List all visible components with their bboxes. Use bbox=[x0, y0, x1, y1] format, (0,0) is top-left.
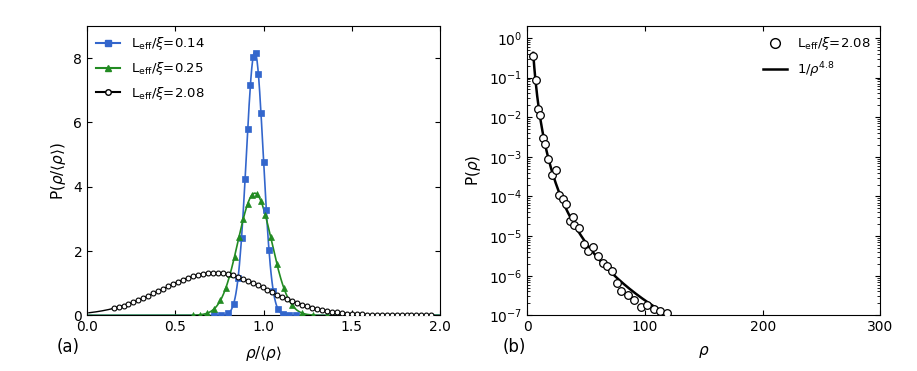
Legend: L$_{\mathregular{eff}}$/$\xi$=0.14, L$_{\mathregular{eff}}$/$\xi$=0.25, L$_{\mat: L$_{\mathregular{eff}}$/$\xi$=0.14, L$_{… bbox=[91, 30, 210, 107]
Legend: L$_{\mathregular{eff}}$/$\xi$=2.08, 1/$\rho^{4.8}$: L$_{\mathregular{eff}}$/$\xi$=2.08, 1/$\… bbox=[757, 30, 877, 85]
Y-axis label: P($\rho$): P($\rho$) bbox=[464, 155, 483, 186]
Text: (a): (a) bbox=[57, 338, 80, 356]
X-axis label: $\rho/\langle\rho\rangle$: $\rho/\langle\rho\rangle$ bbox=[245, 344, 282, 363]
Text: (b): (b) bbox=[503, 338, 525, 356]
Y-axis label: P($\rho/\langle\rho\rangle$): P($\rho/\langle\rho\rangle$) bbox=[49, 142, 68, 200]
X-axis label: $\rho$: $\rho$ bbox=[698, 344, 710, 360]
